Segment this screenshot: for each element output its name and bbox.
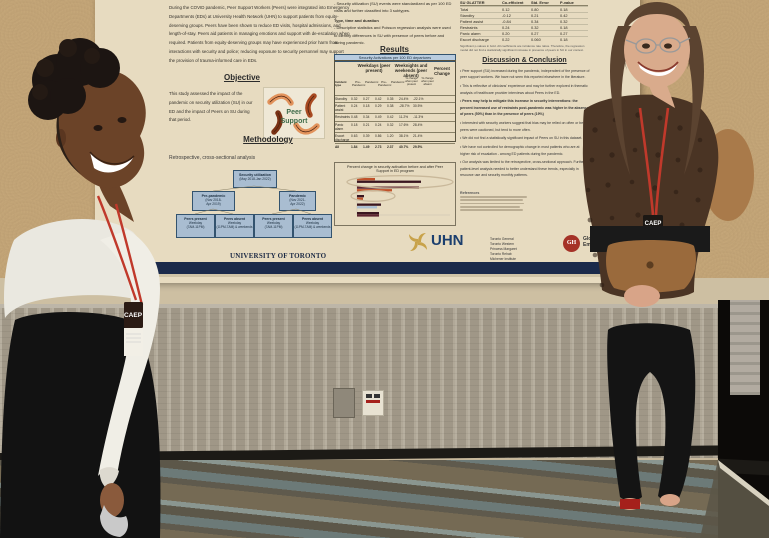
svg-text:CAEP: CAEP — [124, 312, 143, 319]
